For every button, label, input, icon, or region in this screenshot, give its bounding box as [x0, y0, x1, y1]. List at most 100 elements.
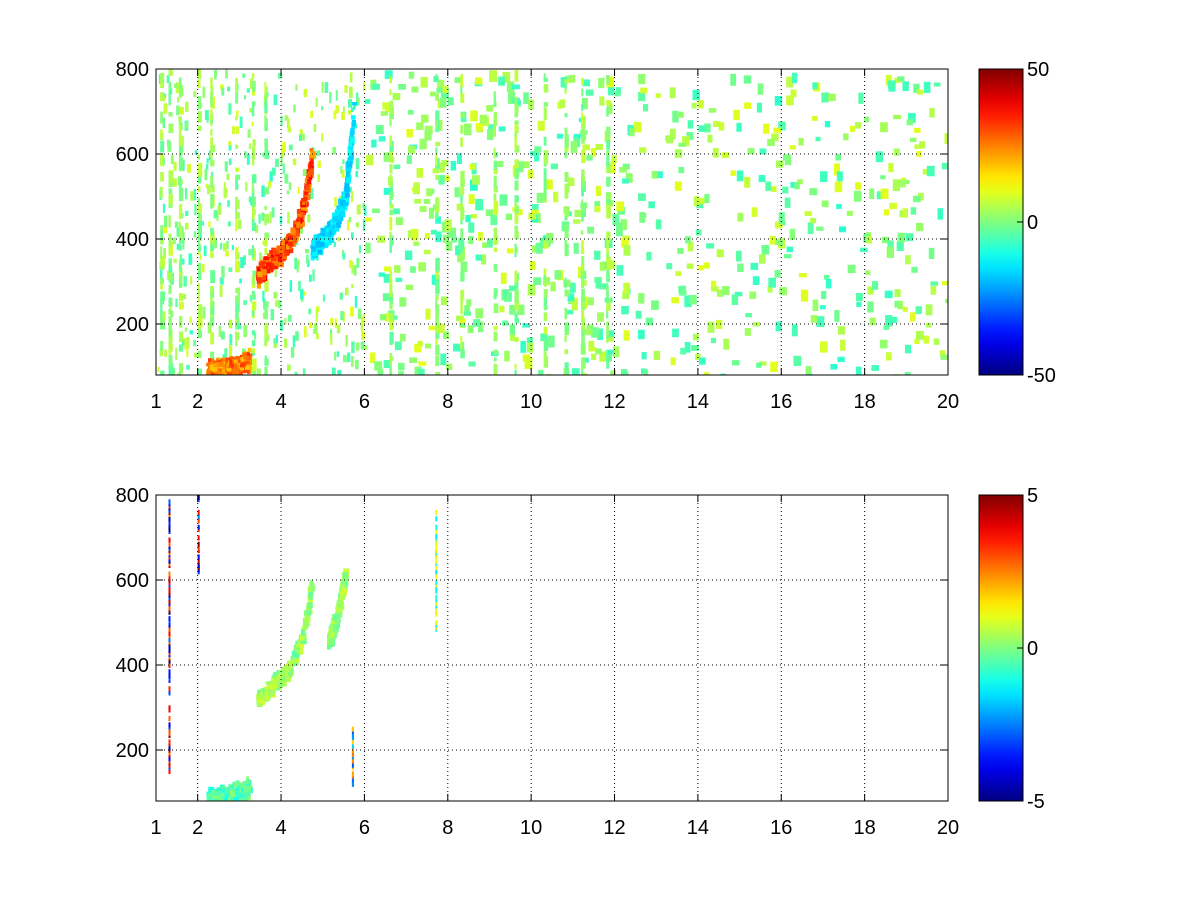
data-cell — [778, 212, 785, 225]
data-cell — [182, 241, 185, 250]
data-cell — [332, 224, 336, 229]
data-cell — [246, 88, 250, 93]
data-cell — [288, 182, 292, 190]
data-cell — [211, 96, 215, 109]
data-cell — [244, 151, 247, 159]
data-cell — [591, 327, 600, 338]
data-cell — [346, 352, 351, 363]
data-cell — [530, 151, 536, 156]
x-tick-label: 18 — [854, 391, 876, 413]
data-cell — [606, 75, 610, 85]
data-cell — [200, 221, 205, 226]
data-cell — [324, 82, 329, 93]
data-cell — [243, 95, 246, 100]
data-cell — [168, 266, 173, 273]
data-cell — [567, 293, 575, 302]
data-cell — [784, 154, 792, 166]
data-cell — [328, 634, 334, 641]
data-cell — [197, 197, 200, 206]
data-cell — [321, 241, 325, 247]
data-cell — [493, 160, 498, 170]
data-cell — [243, 255, 246, 266]
data-cell — [581, 366, 584, 375]
data-cell — [606, 198, 612, 204]
data-cell — [606, 149, 610, 157]
data-cell — [678, 142, 686, 147]
data-cell — [292, 661, 299, 666]
data-cell — [585, 89, 594, 96]
data-cell — [217, 371, 223, 375]
data-cell — [341, 111, 345, 120]
data-cell — [251, 340, 256, 347]
data-cell — [251, 146, 256, 160]
data-cell — [514, 225, 518, 233]
data-cell — [756, 102, 762, 113]
data-cell — [188, 253, 193, 265]
data-cell — [393, 164, 401, 170]
data-cell — [212, 360, 217, 365]
data-cell — [435, 569, 438, 575]
data-cell — [457, 252, 463, 263]
data-cell — [606, 76, 615, 88]
data-cell — [475, 254, 482, 261]
data-cell — [296, 261, 299, 273]
data-cell — [606, 242, 609, 253]
data-cell — [235, 212, 240, 219]
data-cell — [214, 238, 218, 249]
x-tick-label: 1 — [150, 391, 161, 413]
data-cell — [168, 520, 171, 526]
data-cell — [435, 154, 438, 167]
data-cell — [493, 349, 499, 355]
grid — [156, 495, 948, 801]
data-cell — [302, 368, 306, 375]
data-cell — [779, 287, 787, 296]
data-cell — [197, 554, 200, 560]
data-cell — [798, 273, 807, 278]
data-cell — [272, 683, 277, 690]
data-cell — [168, 575, 171, 581]
data-cell — [606, 102, 613, 114]
data-cell — [212, 803, 218, 809]
data-cell — [219, 277, 223, 283]
data-cell — [933, 82, 941, 87]
data-cell — [540, 333, 548, 342]
data-cell — [160, 298, 165, 305]
data-cell — [287, 235, 293, 242]
data-cell — [398, 362, 405, 371]
data-cell — [502, 320, 509, 326]
data-cell — [302, 207, 307, 211]
data-cell — [605, 349, 613, 362]
data-cell — [251, 196, 256, 207]
data-cell — [194, 203, 197, 216]
data-cell — [460, 270, 465, 281]
data-cell — [493, 325, 498, 331]
data-cell — [168, 586, 171, 592]
data-cell — [543, 312, 548, 322]
data-cell — [168, 354, 173, 366]
data-cell — [914, 338, 920, 344]
data-cell — [398, 371, 404, 375]
data-cell — [384, 313, 392, 322]
data-cell — [189, 316, 192, 324]
data-cell — [281, 238, 285, 246]
data-cell — [210, 193, 215, 200]
data-cell — [225, 250, 229, 257]
data-cell — [435, 594, 438, 600]
data-cell — [522, 323, 531, 328]
data-cell — [364, 99, 371, 104]
data-cell — [193, 339, 196, 347]
data-cell — [309, 322, 313, 329]
data-cell — [173, 258, 177, 263]
data-cell — [282, 163, 285, 175]
data-cell — [298, 281, 301, 292]
data-cell — [737, 263, 744, 272]
data-cell — [856, 301, 862, 307]
data-cell — [210, 156, 213, 162]
data-cell — [183, 294, 187, 300]
data-cell — [815, 136, 821, 142]
data-cell — [160, 303, 163, 314]
data-cell — [178, 245, 182, 251]
data-cell — [197, 203, 202, 213]
data-cell — [657, 171, 663, 179]
data-cell — [621, 238, 629, 248]
